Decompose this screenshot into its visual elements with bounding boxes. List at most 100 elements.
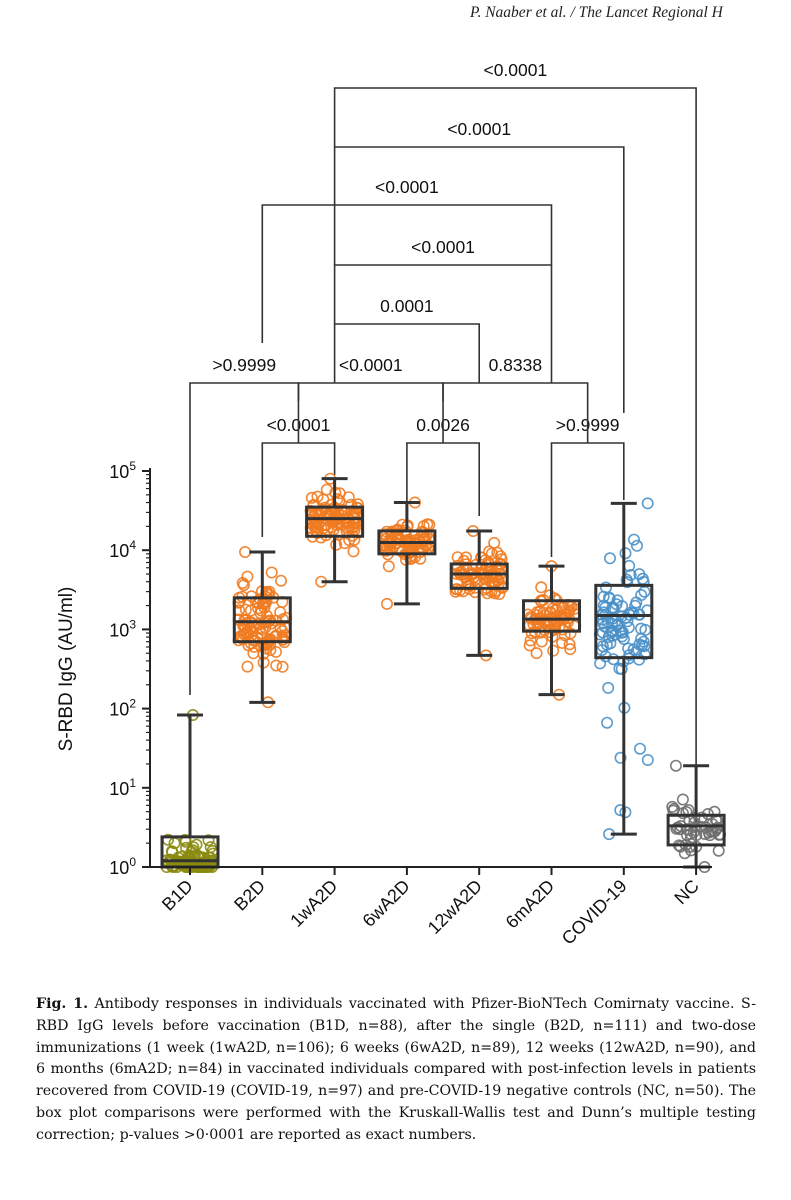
bracket [406,442,480,516]
data-point [627,533,640,546]
data-point [204,851,217,864]
data-point [483,545,496,558]
x-tick-label: 6wA2D [359,876,414,931]
data-point [313,509,326,522]
data-point [270,659,283,672]
data-point [550,610,563,623]
data-point [382,560,395,573]
data-point [486,571,499,584]
data-point [666,800,679,813]
data-point [564,643,577,656]
bracket [442,382,589,443]
p-value-label: <0.0001 [339,355,403,375]
data-point [602,681,615,694]
data-point [594,657,607,670]
data-point [607,653,620,666]
data-point [260,595,273,608]
y-axis-label: S-RBD IgG (AU/ml) [56,587,77,752]
p-value-label: <0.0001 [375,177,439,197]
data-point [619,806,632,819]
data-point [601,716,614,729]
data-point [265,566,278,579]
data-point [488,536,501,549]
data-point [535,635,548,648]
data-point [492,561,505,574]
box-B2D [232,596,292,644]
y-tick-label: 104 [109,538,136,561]
data-point [345,498,358,511]
bracket [333,87,697,850]
bracket [189,382,300,695]
data-point [245,590,258,603]
data-point [180,841,193,854]
data-point [690,829,703,842]
significance-brackets: <0.0001 0.0026 >0.9999>0.9999 <0.0001 0.8338… [189,60,697,850]
p-value-label: 0.8338 [489,355,543,375]
data-point [621,576,634,589]
y-tick-label: 100 [109,855,136,878]
data-point [641,753,654,766]
data-point [641,497,654,510]
data-point [547,644,560,657]
data-point [535,581,548,594]
data-point [616,626,629,639]
data-point [276,660,289,673]
data-point [638,640,651,653]
data-point [676,793,689,806]
data-point [616,600,629,613]
x-tick-label: B1D [158,876,197,915]
data-point [202,834,215,847]
data-point [486,578,499,591]
data-point [274,574,287,587]
data-point [237,628,250,641]
x-tick-label: NC [670,876,703,909]
data-point [609,628,622,641]
p-value-label: <0.0001 [483,60,547,80]
running-head: P. Naaber et al. / The Lancet Regional H [470,4,723,21]
data-point [712,844,725,857]
y-tick-label: 105 [109,459,136,482]
bracket [333,323,480,383]
data-point [451,551,464,564]
data-point [523,639,536,652]
caption-text: Antibody responses in individuals vaccin… [36,996,757,1143]
data-point [494,550,507,563]
data-point [269,645,282,658]
data-point [241,660,254,673]
box-plot-chart: <0.0001 0.0026 >0.9999>0.9999 <0.0001 0.8338… [56,60,726,949]
box-NC [666,813,726,847]
x-tick-label: 6mA2D [502,876,559,933]
data-point [563,638,576,651]
data-point [347,545,360,558]
data-point [614,751,627,764]
data-points [160,472,726,873]
box-6mA2D [522,599,581,633]
data-point [457,554,470,567]
data-point [342,491,355,504]
boxes [160,477,726,869]
data-point [597,590,610,603]
data-point [624,568,637,581]
data-point [239,603,252,616]
data-point [680,829,693,842]
p-value-label: 0.0001 [380,296,434,316]
data-point [311,490,324,503]
x-tick-label: B2D [230,876,269,915]
x-tick-label: 1wA2D [286,876,341,931]
data-point [384,534,397,547]
data-point [630,539,643,552]
data-point [615,662,628,675]
data-point [619,547,632,560]
data-point [607,602,620,615]
bracket [333,264,553,383]
data-point [635,588,648,601]
data-point [380,597,393,610]
y-tick-label: 102 [109,697,136,720]
data-point [530,647,543,660]
data-point [305,491,318,504]
data-point [241,570,254,583]
p-value-label: >0.9999 [212,355,276,375]
bracket [297,382,444,443]
data-point [165,845,178,858]
p-value-label: <0.0001 [447,119,511,139]
